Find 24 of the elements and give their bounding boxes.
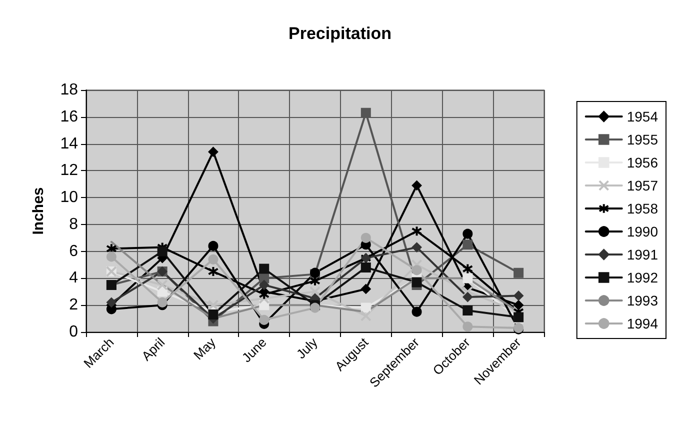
legend-label: 1954 <box>626 108 658 124</box>
chart-title: Precipitation <box>288 24 392 43</box>
y-tick-label: 16 <box>60 108 78 126</box>
x-tick-label: July <box>293 334 321 362</box>
legend-label: 1992 <box>626 270 658 286</box>
legend-label: 1958 <box>626 200 658 216</box>
y-tick-label: 14 <box>60 135 78 152</box>
x-tick-label: May <box>190 334 219 363</box>
legend-label: 1957 <box>626 178 658 194</box>
legend-label: 1990 <box>626 224 658 240</box>
y-tick-label: 18 <box>60 82 78 98</box>
legend-label: 1955 <box>626 132 658 148</box>
y-tick-label: 6 <box>69 242 78 260</box>
legend-label: 1993 <box>626 292 658 308</box>
legend-label: 1956 <box>626 154 658 170</box>
legend-label: 1991 <box>626 246 658 262</box>
y-axis-title: Inches <box>30 187 47 235</box>
y-tick-label: 4 <box>69 270 78 287</box>
y-tick-label: 8 <box>69 216 78 233</box>
y-tick-label: 10 <box>60 189 78 206</box>
legend-label: 1994 <box>626 316 658 332</box>
y-tick-label: 12 <box>60 162 78 180</box>
y-tick-label: 2 <box>69 296 78 314</box>
y-tick-label: 0 <box>69 324 78 340</box>
